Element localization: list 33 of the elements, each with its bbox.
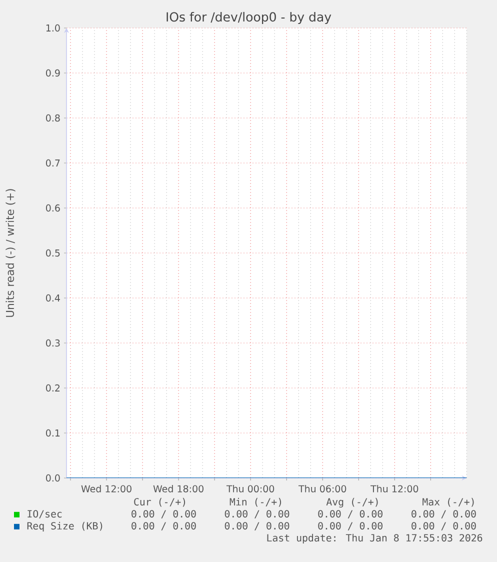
y-tick-label: 0.9 <box>46 69 60 77</box>
y-tick-label: 0.0 <box>46 474 60 482</box>
legend-label: IO/sec <box>28 510 62 518</box>
y-tick-label: 0.4 <box>46 294 60 302</box>
text: Cur (-/+) <box>134 498 186 507</box>
y-tick-label: 0.8 <box>46 114 60 122</box>
x-tick-label: Wed 18:00 <box>153 485 204 492</box>
text: 0.00 / 0.00 <box>412 510 476 518</box>
y-tick-label: 0.3 <box>46 339 60 347</box>
legend-label: Req Size (KB) <box>27 522 102 532</box>
text: 0.00 / 0.00 <box>224 510 290 518</box>
y-tick-label: 0.1 <box>46 429 60 437</box>
text: 0.00 / 0.00 <box>132 510 196 518</box>
y-tick-label: 0.6 <box>46 204 60 212</box>
text: 0.00 / 0.00 <box>224 522 290 530</box>
chart-title: IOs for /dev/loop0 - by day <box>166 12 332 24</box>
x-tick-label: Thu 00:00 <box>226 485 274 492</box>
text: Avg (-/+) <box>326 498 378 508</box>
x-tick-label: Thu 12:00 <box>370 485 418 492</box>
y-axis-title: Units read (-) / write (+) <box>6 189 16 317</box>
text: 0.00 / 0.00 <box>412 522 476 530</box>
text: 0.00 / 0.00 <box>318 510 382 518</box>
text: Last update: Thu Jan 8 17:55:03 2026 <box>267 534 482 544</box>
text: Min (-/+) <box>230 498 282 507</box>
text: 0.00 / 0.00 <box>318 522 382 530</box>
text: Max (-/+) <box>422 498 474 507</box>
x-tick-label: Thu 06:00 <box>298 485 346 492</box>
text: 0.00 / 0.00 <box>132 522 196 530</box>
x-tick-label: Wed 12:00 <box>81 485 132 492</box>
y-tick-label: 0.7 <box>46 159 60 167</box>
y-tick-label: 0.5 <box>46 249 60 257</box>
y-tick-label: 1.0 <box>46 24 60 32</box>
y-tick-label: 0.2 <box>46 384 60 392</box>
